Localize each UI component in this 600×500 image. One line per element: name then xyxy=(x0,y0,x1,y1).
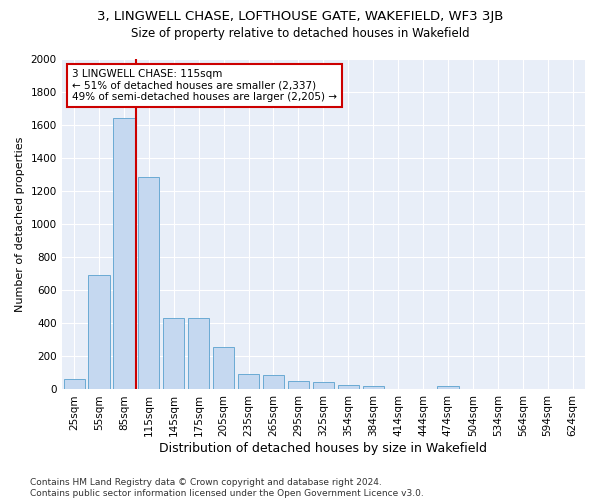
Bar xyxy=(313,382,334,390)
Y-axis label: Number of detached properties: Number of detached properties xyxy=(15,136,25,312)
Text: 3, LINGWELL CHASE, LOFTHOUSE GATE, WAKEFIELD, WF3 3JB: 3, LINGWELL CHASE, LOFTHOUSE GATE, WAKEF… xyxy=(97,10,503,23)
Text: Size of property relative to detached houses in Wakefield: Size of property relative to detached ho… xyxy=(131,28,469,40)
Bar xyxy=(263,376,284,390)
Bar xyxy=(437,386,458,390)
Bar xyxy=(138,177,160,390)
Bar xyxy=(288,381,309,390)
Bar xyxy=(238,374,259,390)
Bar xyxy=(362,386,384,390)
Bar xyxy=(64,378,85,390)
Bar xyxy=(88,276,110,390)
Text: 3 LINGWELL CHASE: 115sqm
← 51% of detached houses are smaller (2,337)
49% of sem: 3 LINGWELL CHASE: 115sqm ← 51% of detach… xyxy=(72,69,337,102)
Bar xyxy=(163,318,184,390)
Bar xyxy=(213,348,234,390)
X-axis label: Distribution of detached houses by size in Wakefield: Distribution of detached houses by size … xyxy=(160,442,487,455)
Bar xyxy=(188,318,209,390)
Text: Contains HM Land Registry data © Crown copyright and database right 2024.
Contai: Contains HM Land Registry data © Crown c… xyxy=(30,478,424,498)
Bar xyxy=(113,118,134,390)
Bar xyxy=(338,384,359,390)
